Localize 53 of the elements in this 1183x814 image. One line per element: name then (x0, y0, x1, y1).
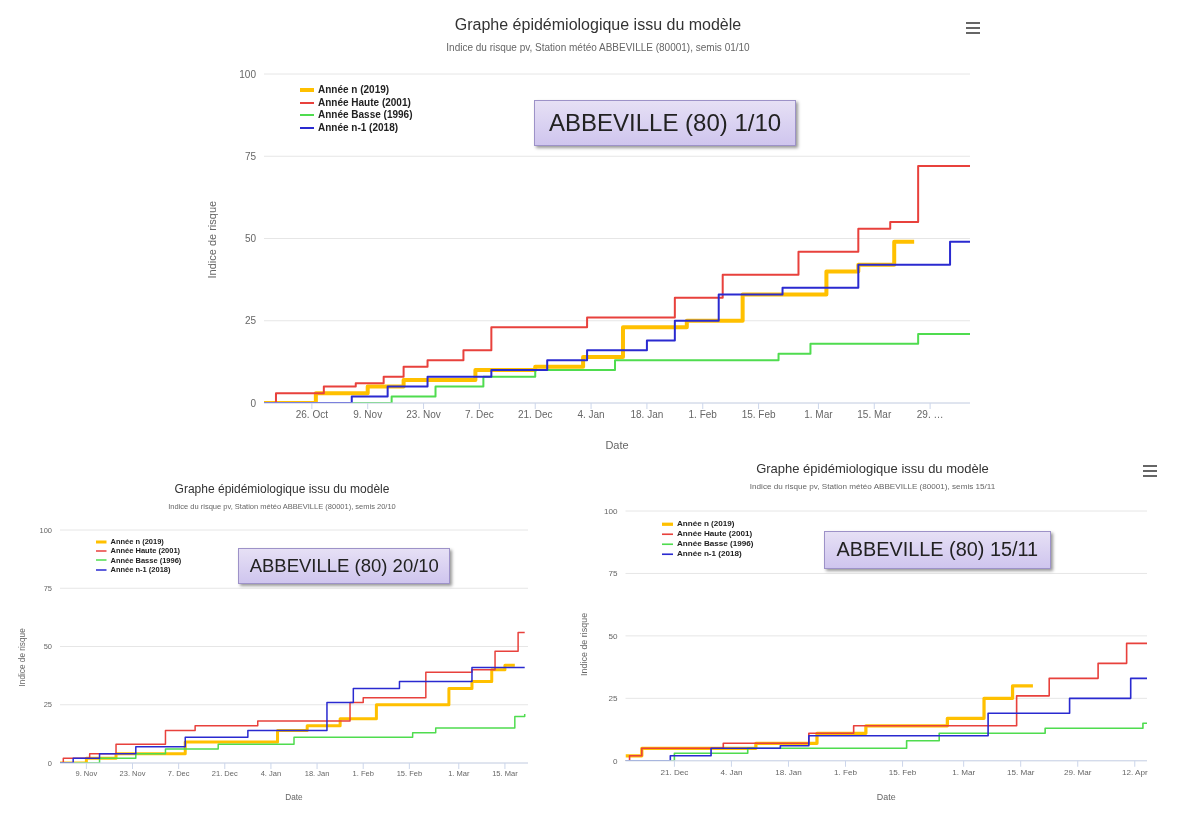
legend-label: Année n (2019) (318, 84, 390, 97)
legend-label: Année n (2019) (676, 518, 735, 529)
y-tick-label: 75 (244, 150, 257, 162)
y-tick-label: 100 (239, 68, 257, 80)
y-tick-label: 0 (612, 756, 618, 766)
chart-subtitle: Indice du risque pv, Station météo ABBEVILLE (80001), semis 01/10 (445, 42, 751, 53)
x-tick-label: 4. Jan (577, 409, 605, 421)
x-tick-label: 1. Mar (804, 409, 834, 421)
legend-label: Année Haute (2001) (676, 528, 753, 540)
chart-title: Graphe épidémiologique issu du modèle (453, 16, 743, 34)
legend-label: Année Basse (1996) (676, 539, 754, 550)
annotation: ABBEVILLE (80) 1/10 (534, 100, 797, 146)
x-tick-label: 7. Dec (464, 409, 494, 421)
legend-label: Année n-1 (2018) (676, 549, 742, 560)
y-tick-label: 50 (608, 631, 618, 641)
chart-subtitle: Indice du risque pv, Station météo ABBEVILLE (80001), semis 15/11 (748, 482, 997, 491)
y-axis-title: Indice de risque (17, 627, 27, 687)
x-tick-label: 18. Jan (630, 409, 664, 421)
x-tick-label: 29. Mar (1063, 767, 1092, 777)
x-tick-label: 4. Jan (720, 767, 743, 777)
x-tick-label: 15. Feb (888, 767, 917, 777)
x-axis-title: Date (876, 792, 896, 802)
x-tick-label: 29. … (916, 409, 944, 421)
x-axis-title: Date (605, 439, 629, 451)
x-tick-label: 23. Nov (406, 409, 441, 421)
chart-title: Graphe épidémiologique issu du modèle (755, 460, 990, 476)
annotation: ABBEVILLE (80) 20/10 (238, 547, 451, 584)
y-axis-title: Indice de risque (205, 200, 218, 279)
legend-label: Année n-1 (2018) (318, 121, 399, 134)
x-tick-label: 9. Nov (353, 409, 383, 421)
y-tick-label: 25 (244, 315, 257, 327)
x-tick-label: 1. Feb (834, 767, 858, 777)
y-tick-label: 75 (608, 569, 618, 579)
x-tick-label: 15. Mar (1006, 767, 1035, 777)
x-tick-label: 18. Jan (775, 767, 802, 777)
y-tick-label: 0 (250, 397, 257, 409)
y-tick-label: 25 (608, 694, 618, 704)
x-tick-label: 26. Oct (295, 409, 329, 421)
x-axis-title: Date (285, 793, 304, 802)
x-tick-label: 1. Feb (688, 409, 718, 421)
annotation: ABBEVILLE (80) 15/11 (824, 530, 1051, 569)
x-tick-label: 1. Mar (952, 767, 976, 777)
x-tick-label: 12. Apr (1121, 767, 1148, 777)
chart-title: Graphe épidémiologique issu du modèle (173, 482, 391, 496)
x-tick-label: 15. Mar (857, 409, 892, 421)
legend-label: Année Basse (1996) (318, 109, 413, 122)
y-axis-title: Indice de risque (579, 612, 590, 676)
y-tick-label: 100 (603, 506, 618, 516)
legend-label: Année Haute (2001) (318, 96, 411, 109)
x-tick-label: 21. Dec (518, 409, 553, 421)
x-tick-label: 15. Feb (741, 409, 776, 421)
y-tick-label: 50 (244, 233, 257, 245)
x-tick-label: 21. Dec (660, 767, 689, 777)
